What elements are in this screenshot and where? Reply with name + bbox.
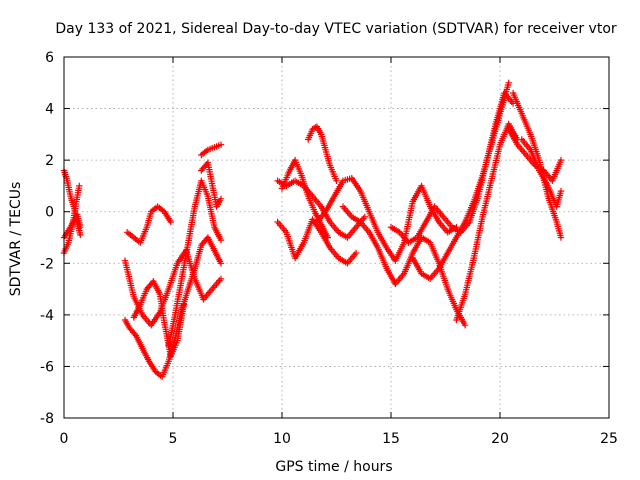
series-sat-V: [518, 136, 565, 210]
y-tick-label: -4: [40, 308, 54, 324]
plot-frame: [63, 56, 610, 419]
data-point-markers: [198, 159, 225, 210]
series-sat-N: [305, 123, 340, 184]
data-point-markers: [505, 126, 565, 184]
data-point-markers: [165, 177, 225, 349]
data-points: [60, 79, 565, 380]
series-sat-K: [274, 177, 368, 241]
series-sat-S: [453, 120, 521, 324]
y-tick-label: -2: [40, 256, 54, 272]
data-point-markers: [409, 79, 512, 282]
data-point-markers: [274, 177, 368, 241]
data-point-markers: [518, 136, 565, 210]
x-tick-label: 20: [491, 431, 509, 447]
axis-ticks: 0 5 10 15 20 25 -8 -6 -4 -2 0 2 4 6: [40, 50, 618, 447]
y-tick-label: 4: [45, 102, 54, 118]
data-point-markers: [198, 141, 225, 159]
grid: [64, 57, 609, 418]
data-point-markers: [124, 203, 174, 246]
series-sat-T: [505, 126, 565, 184]
x-axis-label: GPS time / hours: [275, 459, 392, 475]
y-tick-label: -8: [40, 411, 54, 427]
series-sat-H: [165, 177, 225, 349]
data-point-markers: [453, 120, 521, 324]
series-sat-F: [124, 203, 174, 246]
series-sat-R: [409, 79, 512, 282]
chart-title: Day 133 of 2021, Sidereal Day-to-day VTE…: [55, 21, 617, 37]
y-tick-label: -6: [40, 359, 54, 375]
series-sat-G: [130, 278, 188, 360]
data-point-markers: [339, 203, 469, 329]
x-tick-label: 25: [600, 431, 618, 447]
y-tick-label: 6: [45, 50, 54, 66]
series-sat-M: [278, 156, 331, 241]
x-tick-label: 0: [60, 431, 69, 447]
x-tick-label: 5: [169, 431, 178, 447]
y-tick-label: 2: [45, 153, 54, 169]
data-point-markers: [274, 216, 360, 267]
x-tick-label: 15: [382, 431, 400, 447]
data-point-markers: [305, 123, 340, 184]
y-tick-label: 0: [45, 205, 54, 221]
data-point-markers: [313, 175, 460, 264]
series-sat-P: [339, 203, 469, 329]
y-axis-label: SDTVAR / TECUs: [8, 182, 24, 297]
data-point-markers: [278, 156, 331, 241]
series-sat-L: [274, 216, 360, 267]
x-tick-label: 10: [273, 431, 291, 447]
series-sat-I: [198, 141, 225, 159]
series-sat-O: [313, 175, 460, 264]
series-sat-J: [198, 159, 225, 210]
data-point-markers: [130, 278, 188, 360]
